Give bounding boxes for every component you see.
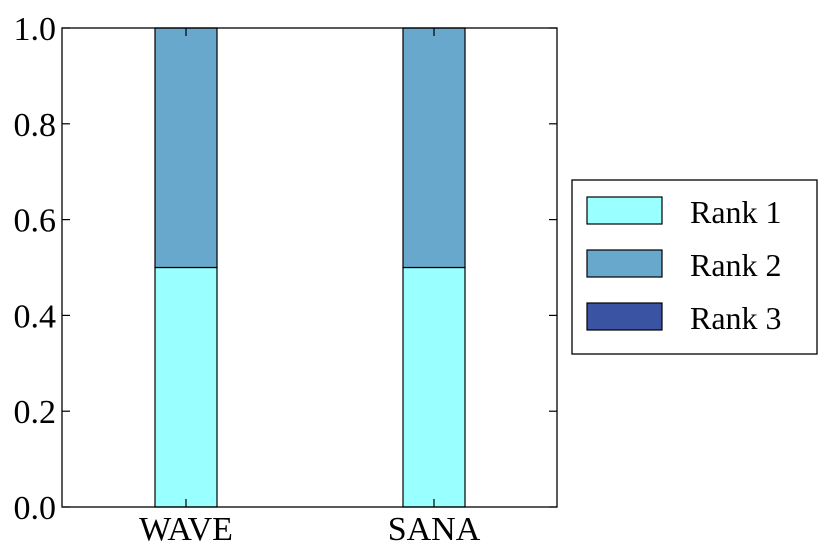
plot-frame (61, 27, 558, 508)
x-tick-label: SANA (388, 511, 481, 548)
y-tick-label: 0.6 (14, 203, 57, 240)
legend-swatch-rank-3 (586, 302, 663, 331)
legend-swatch-rank-2 (586, 249, 663, 278)
y-tick-label: 0.2 (14, 394, 57, 431)
y-tick-label: 0.4 (14, 298, 57, 335)
bar-wave-rank-1 (154, 266, 218, 508)
legend: Rank 1 Rank 2 Rank 3 (571, 179, 818, 355)
bar-sana-rank-1 (402, 266, 466, 508)
legend-label: Rank 1 (690, 194, 782, 230)
bar-sana-rank-2 (402, 27, 466, 269)
x-axis: WAVE SANA (139, 28, 481, 548)
bar-wave-rank-2 (154, 27, 218, 269)
y-tick-label: 0.0 (14, 490, 57, 527)
x-tick-label: WAVE (139, 511, 233, 548)
y-tick-label: 1.0 (14, 11, 57, 48)
y-tick-label: 0.8 (14, 107, 57, 144)
bars-layer (154, 27, 466, 508)
legend-label: Rank 2 (690, 247, 782, 283)
legend-label: Rank 3 (690, 300, 782, 336)
y-axis: 0.0 0.2 0.4 0.6 0.8 1.0 (14, 11, 557, 527)
legend-swatch-rank-1 (586, 196, 663, 225)
